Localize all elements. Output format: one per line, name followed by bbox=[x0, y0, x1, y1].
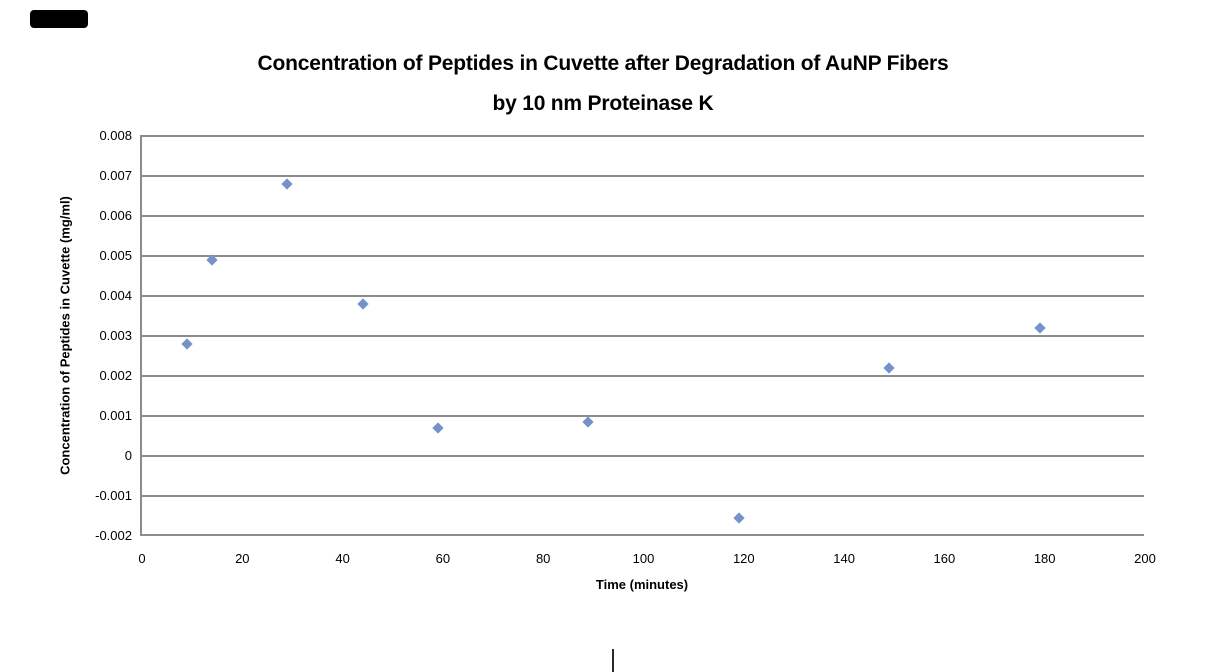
x-tick-label: 180 bbox=[1033, 551, 1056, 566]
gridline bbox=[140, 335, 1144, 337]
y-tick-label: -0.002 bbox=[95, 528, 132, 543]
gridline bbox=[140, 455, 1144, 457]
x-tick-label: 0 bbox=[138, 551, 146, 566]
gridline bbox=[140, 495, 1144, 497]
text-cursor bbox=[612, 649, 614, 672]
gridline bbox=[140, 375, 1144, 377]
x-tick-label: 160 bbox=[933, 551, 956, 566]
gridline bbox=[140, 175, 1144, 177]
chart-title-line-1: Concentration of Peptides in Cuvette aft… bbox=[257, 52, 949, 75]
y-tick-label: 0.002 bbox=[99, 368, 132, 383]
chart-title: Concentration of Peptides in Cuvette aft… bbox=[0, 44, 1206, 124]
y-tick-label: 0 bbox=[124, 448, 132, 463]
x-tick-label: 120 bbox=[732, 551, 755, 566]
x-axis-title: Time (minutes) bbox=[595, 577, 689, 592]
y-tick-label: -0.001 bbox=[95, 488, 132, 503]
y-tick-label: 0.004 bbox=[99, 288, 132, 303]
x-tick-label: 60 bbox=[435, 551, 451, 566]
gridline bbox=[140, 415, 1144, 417]
y-tick-label: 0.007 bbox=[99, 168, 132, 183]
gridline bbox=[140, 215, 1144, 217]
y-tick-label: 0.003 bbox=[99, 328, 132, 343]
x-tick-label: 200 bbox=[1134, 551, 1156, 566]
gridline bbox=[140, 295, 1144, 297]
x-tick-label: 100 bbox=[632, 551, 655, 566]
gridline bbox=[140, 255, 1144, 257]
black-redaction-box bbox=[30, 10, 88, 28]
x-tick-label: 80 bbox=[535, 551, 551, 566]
chart-title-line-2: by 10 nm Proteinase K bbox=[492, 92, 714, 115]
y-tick-label: 0.005 bbox=[99, 248, 132, 263]
x-tick-label: 140 bbox=[833, 551, 855, 566]
y-tick-label: 0.001 bbox=[99, 408, 132, 423]
x-tick-label: 20 bbox=[235, 551, 250, 566]
gridline bbox=[140, 135, 1144, 137]
y-tick-label: 0.008 bbox=[99, 128, 132, 143]
x-tick-label: 40 bbox=[335, 551, 350, 566]
y-tick-label: 0.006 bbox=[99, 208, 132, 223]
